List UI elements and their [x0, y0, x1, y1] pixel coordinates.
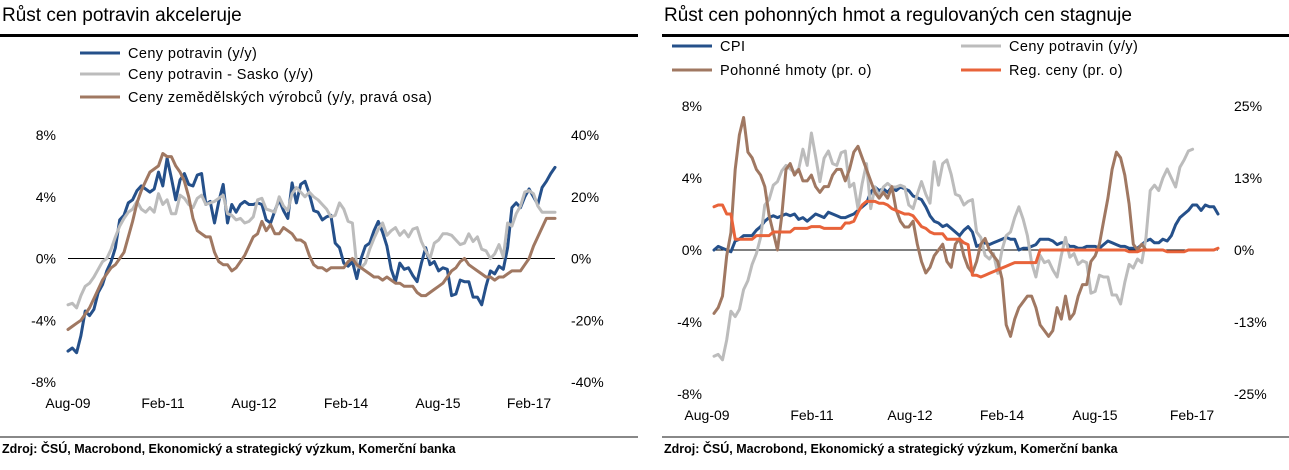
y-right-tick-label: 40% — [571, 127, 599, 143]
x-tick-label: Aug-15 — [415, 395, 460, 411]
legend-label: Pohonné hmoty (pr. o) — [720, 63, 872, 79]
series-line-ceny-zemedelskych-vyrobcu-y-y-prava-osa — [66, 152, 557, 331]
y-left-tick-label: -4% — [31, 312, 56, 328]
legend-label: Ceny zemědělských výrobců (y/y, pravá os… — [128, 90, 432, 106]
y-right-tick-label: 25% — [1234, 98, 1262, 114]
y-right-tick-label: -20% — [571, 312, 604, 328]
y-right-tick-label: 0% — [571, 251, 591, 267]
series-line-ceny-potravin-y-y — [66, 156, 557, 355]
y-left-tick-label: -8% — [677, 386, 702, 402]
y-left-tick-label: -8% — [31, 374, 56, 390]
legend-label: Reg. ceny (pr. o) — [1009, 63, 1123, 79]
legend-item-ceny-potravin-y-y: Ceny potravin (y/y) — [961, 39, 1138, 55]
x-tick-label: Aug-12 — [887, 407, 932, 423]
x-tick-label: Feb-11 — [141, 395, 185, 411]
legend-label: CPI — [720, 39, 745, 55]
y-left-tick-label: -4% — [677, 314, 702, 330]
x-tick-label: Aug-15 — [1072, 407, 1117, 423]
y-right-tick-label: -13% — [1234, 314, 1267, 330]
legend-item-pohonne-hmoty-pr-o: Pohonné hmoty (pr. o) — [672, 63, 872, 79]
y-left-tick-label: 4% — [36, 189, 56, 205]
title-rule — [662, 34, 1289, 37]
x-tick-label: Aug-09 — [45, 395, 90, 411]
source-rule — [662, 436, 1289, 438]
x-tick-label: Feb-17 — [1170, 407, 1215, 423]
legend-item-reg-ceny-pr-o: Reg. ceny (pr. o) — [961, 63, 1123, 79]
fuel-regulated-price-line-chart: -8% -4% 0% 4% 8% -25% -13% 0% 13% 25% Aug-09 Feb-11… — [672, 39, 1267, 423]
legend-label: Ceny potravin - Sasko (y/y) — [128, 67, 314, 83]
y-right-tick-label: 0% — [1234, 242, 1254, 258]
series-line-pohonne-hmoty-pr-o — [712, 116, 1148, 338]
chart-title: Růst cen potravin akceleruje — [2, 5, 242, 26]
y-right-tick-label: -40% — [571, 374, 604, 390]
x-tick-label: Feb-17 — [507, 395, 552, 411]
x-tick-label: Feb-14 — [980, 407, 1025, 423]
food-price-chart-panel: Růst cen potravin akceleruje -8% -4% 0% 4% 8… — [0, 0, 640, 470]
source-note: Zdroj: ČSÚ, Macrobond, Ekonomický a stra… — [2, 442, 456, 456]
legend-item-ceny-zemedelskych-vyrobcu-y-y-prava-osa: Ceny zemědělských výrobců (y/y, pravá os… — [80, 90, 432, 106]
y-left-tick-label: 8% — [682, 98, 702, 114]
y-right-tick-label: 20% — [571, 189, 599, 205]
y-left-tick-label: 0% — [682, 242, 702, 258]
title-rule — [0, 34, 638, 37]
series-line-ceny-potravin-sasko-y-y — [66, 186, 557, 310]
y-right-tick-label: -25% — [1234, 386, 1267, 402]
legend-item-cpi: CPI — [672, 39, 745, 55]
food-price-line-chart: -8% -4% 0% 4% 8% -40% -20% 0% 20% 40% Aug-09 Feb-11… — [31, 46, 604, 411]
series-line-reg-ceny-pr-o — [712, 199, 1220, 279]
legend-label: Ceny potravin (y/y) — [128, 46, 257, 62]
legend-label: Ceny potravin (y/y) — [1009, 39, 1138, 55]
chart-title: Růst cen pohonných hmot a regulovaných c… — [664, 5, 1132, 26]
y-right-tick-label: 13% — [1234, 170, 1262, 186]
source-note: Zdroj: ČSÚ, Macrobond, Ekonomický a stra… — [664, 442, 1118, 456]
source-rule — [0, 436, 638, 438]
x-tick-label: Aug-09 — [684, 407, 729, 423]
series-line-cpi — [712, 185, 1220, 254]
fuel-regulated-price-chart-panel: Růst cen pohonných hmot a regulovaných c… — [662, 0, 1289, 470]
legend-item-ceny-potravin-y-y: Ceny potravin (y/y) — [80, 46, 257, 62]
y-left-tick-label: 0% — [36, 251, 56, 267]
x-tick-label: Feb-11 — [790, 407, 834, 423]
legend-item-ceny-potravin-sasko-y-y: Ceny potravin - Sasko (y/y) — [80, 67, 314, 83]
y-left-tick-label: 8% — [36, 127, 56, 143]
y-left-tick-label: 4% — [682, 170, 702, 186]
x-tick-label: Aug-12 — [231, 395, 276, 411]
x-tick-label: Feb-14 — [324, 395, 369, 411]
